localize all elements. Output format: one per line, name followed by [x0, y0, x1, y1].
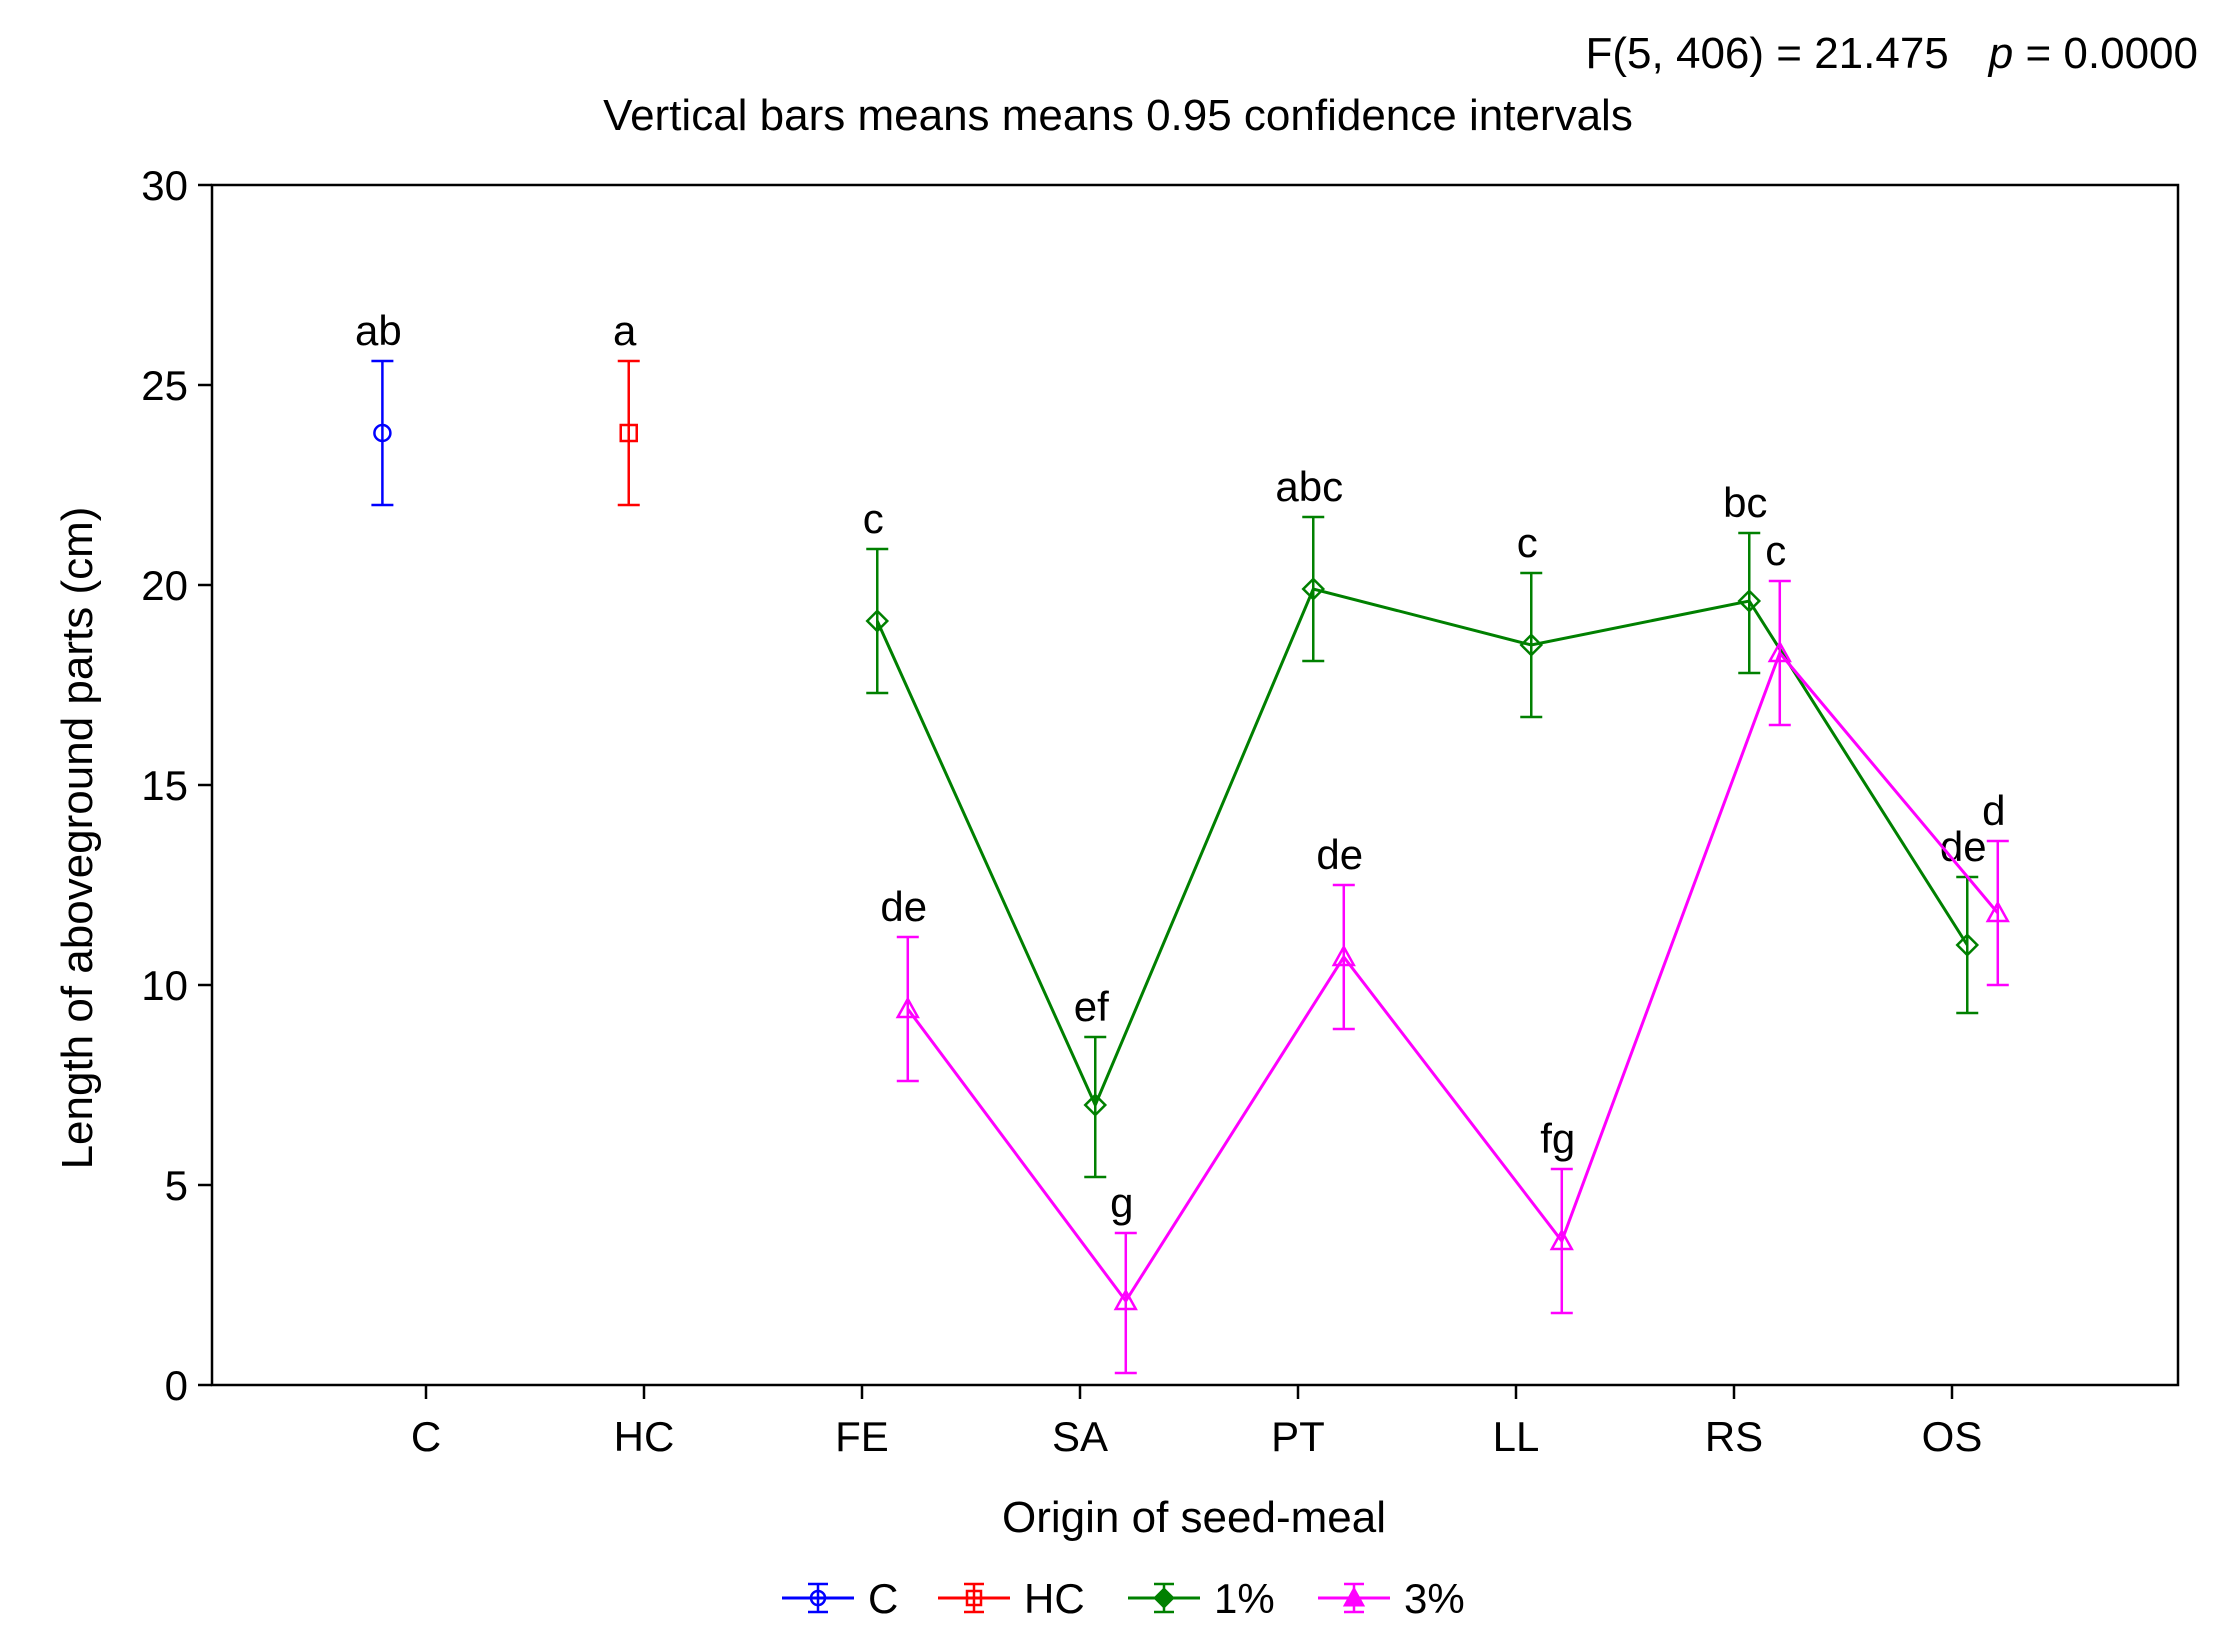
data-label: abc — [1275, 463, 1343, 510]
data-point-marker — [1331, 944, 1356, 967]
data-label: ef — [1074, 983, 1109, 1030]
legend-label: HC — [1024, 1575, 1085, 1622]
x-tick-label: LL — [1493, 1413, 1540, 1460]
data-point-marker — [895, 996, 920, 1019]
data-label: g — [1110, 1179, 1133, 1226]
data-point-marker — [1549, 1228, 1574, 1251]
data-point-marker — [1767, 640, 1792, 663]
y-tick-label: 20 — [141, 562, 188, 609]
y-tick-label: 25 — [141, 362, 188, 409]
axes-layer: 0 5 10 15 20 25 30 C HC FE SA PT LL RS OS — [141, 162, 1982, 1460]
legend-item-3pct: 3% — [1318, 1575, 1465, 1622]
x-axis-title: Origin of seed-meal — [1002, 1493, 1386, 1542]
legend-marker — [1342, 1586, 1366, 1607]
x-tick-label: FE — [835, 1413, 889, 1460]
series-line — [906, 650, 1999, 1304]
data-point-marker — [1737, 589, 1762, 613]
legend-item-1pct: 1% — [1128, 1575, 1275, 1622]
legend-marker — [1153, 1587, 1175, 1609]
p-value: = 0.0000 — [2013, 29, 2198, 78]
data-point-marker — [1519, 633, 1544, 657]
y-tick-label: 0 — [165, 1362, 188, 1409]
series-c: ab — [355, 307, 402, 507]
data-label: de — [1316, 831, 1363, 878]
data-point-marker — [1301, 577, 1326, 601]
plot-frame — [210, 183, 2180, 1387]
legend-label: 3% — [1404, 1575, 1465, 1622]
x-tick-label: PT — [1271, 1413, 1325, 1460]
legend-label: C — [868, 1575, 898, 1622]
legend-marker — [965, 1589, 983, 1607]
data-label: de — [1940, 823, 1987, 870]
data-point-marker — [865, 609, 890, 633]
series-hc: a — [613, 307, 640, 507]
y-tick-label: 5 — [165, 1162, 188, 1209]
data-point-marker — [1955, 933, 1980, 957]
y-tick-label: 15 — [141, 762, 188, 809]
legend: C HC 1% 3% — [782, 1575, 1465, 1622]
chart-stat-line: F(5, 406) = 21.475 p = 0.0000 — [1586, 29, 2198, 78]
data-label: bc — [1723, 479, 1767, 526]
x-tick-label: SA — [1052, 1413, 1108, 1460]
series-3pct: de g de fg c d — [880, 527, 2010, 1375]
data-label: c — [863, 495, 884, 542]
x-tick-label: C — [411, 1413, 441, 1460]
y-axis-title: Length of aboveground parts (cm) — [53, 507, 102, 1170]
p-label: p — [1987, 29, 2013, 78]
x-tick-label: RS — [1705, 1413, 1763, 1460]
data-label: ab — [355, 307, 402, 354]
chart-subtitle: Vertical bars means means 0.95 confidenc… — [603, 91, 1633, 140]
legend-item-hc: HC — [938, 1575, 1085, 1622]
data-point-marker — [373, 423, 392, 443]
data-point-marker — [1985, 900, 2010, 923]
data-point-marker — [1113, 1288, 1138, 1311]
data-label: d — [1982, 787, 2005, 834]
data-label: c — [1517, 519, 1538, 566]
f-statistic: F(5, 406) = 21.475 — [1586, 29, 1949, 78]
x-tick-label: HC — [614, 1413, 675, 1460]
legend-label: 1% — [1214, 1575, 1275, 1622]
data-label: fg — [1540, 1115, 1575, 1162]
y-tick-label: 30 — [141, 162, 188, 209]
data-point-marker — [1083, 1093, 1108, 1117]
data-label: a — [613, 307, 637, 354]
data-point-marker — [619, 423, 638, 443]
y-tick-label: 10 — [141, 962, 188, 1009]
data-label: de — [880, 883, 927, 930]
legend-item-c: C — [782, 1575, 898, 1622]
legend-marker — [809, 1589, 827, 1607]
x-tick-label: OS — [1922, 1413, 1983, 1460]
data-label: c — [1765, 527, 1786, 574]
